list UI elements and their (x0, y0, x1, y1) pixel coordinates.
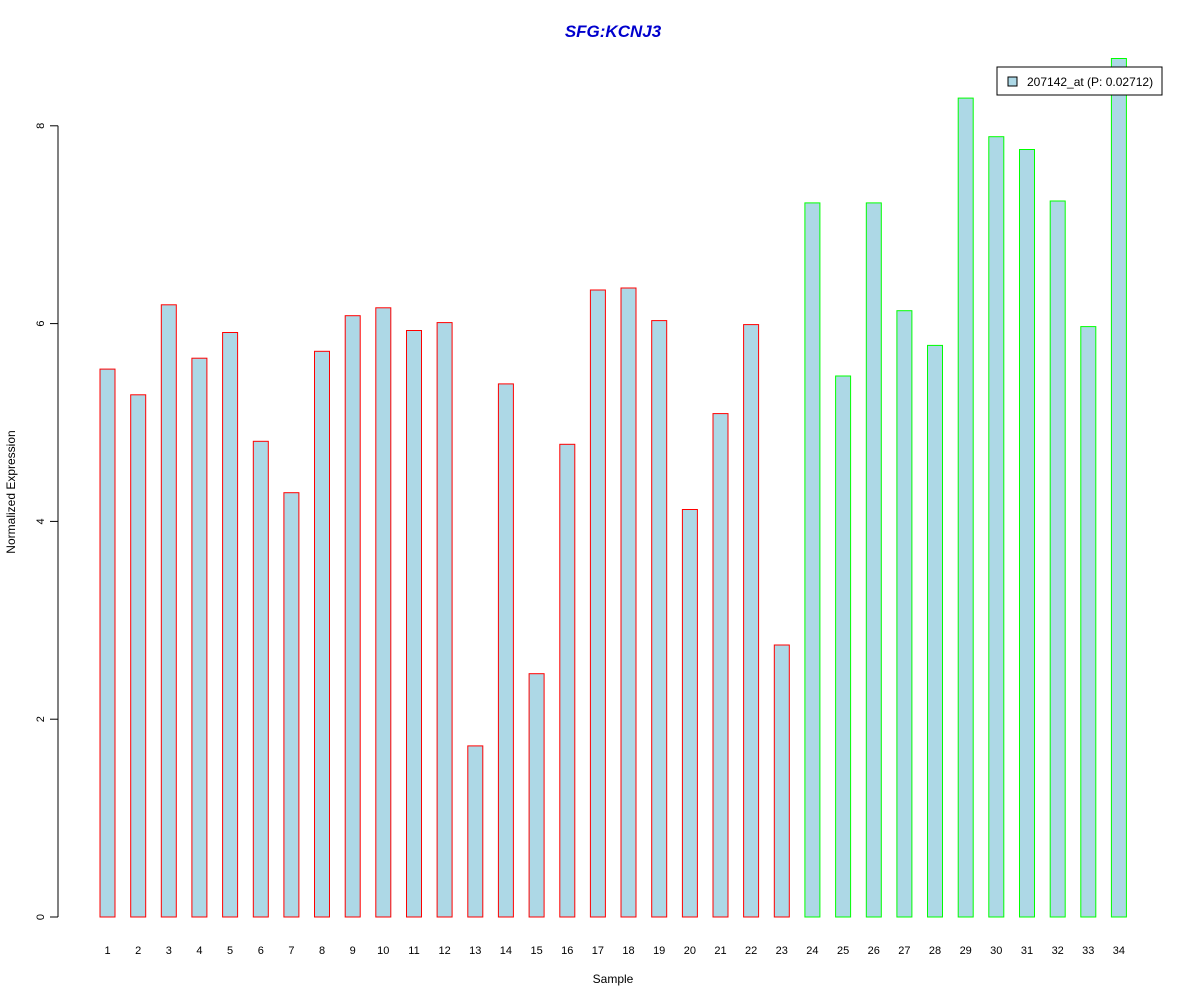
legend-box (996, 66, 1163, 96)
bar-sample-6 (252, 440, 269, 918)
x-tick-label: 3 (166, 945, 172, 957)
bar-sample-17 (589, 289, 606, 918)
x-tick-label: 14 (500, 945, 512, 957)
x-tick-label: 28 (929, 945, 941, 957)
bar-sample-30 (988, 136, 1005, 918)
x-tick-label: 9 (350, 945, 356, 957)
y-tick-label: 0 (35, 914, 47, 920)
x-tick-label: 2 (135, 945, 141, 957)
x-tick-label: 17 (592, 945, 604, 957)
x-tick-label: 27 (898, 945, 910, 957)
bar-sample-15 (528, 673, 545, 918)
x-tick-label: 8 (319, 945, 325, 957)
y-axis-label: Normalized Expression (4, 430, 18, 553)
bar-sample-33 (1080, 326, 1097, 918)
bar-sample-20 (681, 509, 698, 918)
y-tick-label: 2 (35, 716, 47, 722)
bar-sample-1 (99, 368, 116, 918)
x-tick-label: 33 (1082, 945, 1094, 957)
x-tick-label: 10 (377, 945, 389, 957)
x-tick-label: 29 (960, 945, 972, 957)
x-tick-label: 32 (1052, 945, 1064, 957)
x-tick-label: 12 (438, 945, 450, 957)
x-tick-label: 26 (868, 945, 880, 957)
bar-sample-34 (1110, 58, 1127, 918)
x-tick-label: 6 (258, 945, 264, 957)
x-tick-label: 23 (776, 945, 788, 957)
x-tick-label: 5 (227, 945, 233, 957)
x-tick-label: 13 (469, 945, 481, 957)
bar-sample-29 (957, 97, 974, 918)
x-tick-label: 15 (530, 945, 542, 957)
bar-sample-16 (559, 443, 576, 918)
x-tick-label: 21 (714, 945, 726, 957)
x-tick-label: 31 (1021, 945, 1033, 957)
x-tick-label: 4 (196, 945, 202, 957)
bar-sample-22 (743, 324, 760, 918)
x-tick-labels: 1 2 3 4 5 6 7 8 9 10 11 12 13 14 15 16 17 18 19 20 21 22 23 24 2… (104, 945, 1125, 957)
x-tick-label: 24 (806, 945, 818, 957)
bar-sample-2 (130, 394, 147, 918)
bar-sample-25 (835, 375, 852, 918)
bar-sample-26 (865, 202, 882, 918)
bar-sample-31 (1019, 149, 1035, 918)
x-tick-label: 25 (837, 945, 849, 957)
x-tick-label: 22 (745, 945, 757, 957)
legend-label: 207142_at (P: 0.02712) (1027, 75, 1153, 89)
bar-sample-8 (314, 350, 330, 918)
y-tick-label: 4 (35, 518, 47, 524)
bar-sample-3 (160, 304, 177, 918)
bar-sample-14 (497, 383, 514, 918)
x-tick-label: 1 (104, 945, 110, 957)
x-axis-label: Sample (593, 972, 634, 986)
bar-sample-9 (344, 315, 361, 918)
x-tick-label: 20 (684, 945, 696, 957)
x-tick-label: 7 (288, 945, 294, 957)
bar-sample-27 (896, 310, 913, 918)
bar-sample-18 (620, 287, 637, 918)
y-tick-label: 8 (35, 123, 47, 129)
legend: 207142_at (P: 0.02712) (996, 66, 1163, 96)
x-tick-label: 34 (1113, 945, 1125, 957)
bar-sample-7 (283, 492, 300, 918)
y-axis: 0 2 4 6 8 (35, 123, 59, 920)
x-tick-label: 16 (561, 945, 573, 957)
legend-swatch (1007, 76, 1018, 87)
x-tick-label: 18 (622, 945, 634, 957)
bar-sample-4 (191, 357, 208, 918)
bar-sample-32 (1049, 200, 1066, 918)
bar-sample-10 (375, 307, 392, 918)
bar-sample-13 (467, 745, 484, 918)
bar-sample-5 (222, 332, 239, 918)
bars-group (99, 58, 1127, 918)
bar-sample-11 (406, 330, 422, 918)
x-tick-label: 30 (990, 945, 1002, 957)
x-tick-label: 19 (653, 945, 665, 957)
x-tick-label: 11 (408, 945, 419, 957)
y-tick-label: 6 (35, 321, 47, 327)
bar-sample-21 (712, 413, 729, 918)
bar-sample-28 (927, 344, 943, 918)
bar-sample-12 (436, 322, 453, 918)
bar-sample-19 (651, 320, 668, 918)
chart-title: SFG:KCNJ3 (565, 22, 662, 41)
bar-sample-24 (804, 202, 821, 918)
bar-sample-23 (773, 644, 790, 918)
